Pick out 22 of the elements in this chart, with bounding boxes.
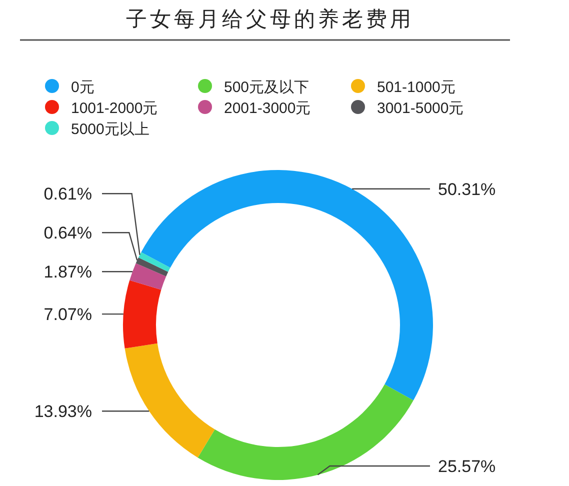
chart-title: 子女每月给父母的养老费用 <box>126 7 414 31</box>
legend-label: 0元 <box>71 79 94 96</box>
donut-slice <box>141 170 433 400</box>
data-label: 50.31% <box>438 180 496 199</box>
donut-slice <box>136 258 168 276</box>
data-label: 13.93% <box>34 402 92 422</box>
donut-slice <box>138 252 170 272</box>
data-label: 0.64% <box>44 224 92 243</box>
legend-label: 5000元以上 <box>71 121 150 138</box>
legend-label: 2001-3000元 <box>224 100 311 117</box>
legend-label: 501-1000元 <box>377 79 456 96</box>
legend-label: 3001-5000元 <box>377 100 464 117</box>
donut-slice <box>123 280 162 348</box>
data-label: 25.57% <box>438 457 496 476</box>
data-label: 0.61% <box>44 184 92 204</box>
donut-slice <box>198 384 414 480</box>
data-label: 1.87% <box>44 262 92 282</box>
legend-label: 1001-2000元 <box>71 100 158 117</box>
donut-slice <box>130 263 166 290</box>
legend-label: 500元及以下 <box>224 79 310 96</box>
data-label: 7.07% <box>44 305 92 324</box>
donut-slice <box>124 343 215 458</box>
